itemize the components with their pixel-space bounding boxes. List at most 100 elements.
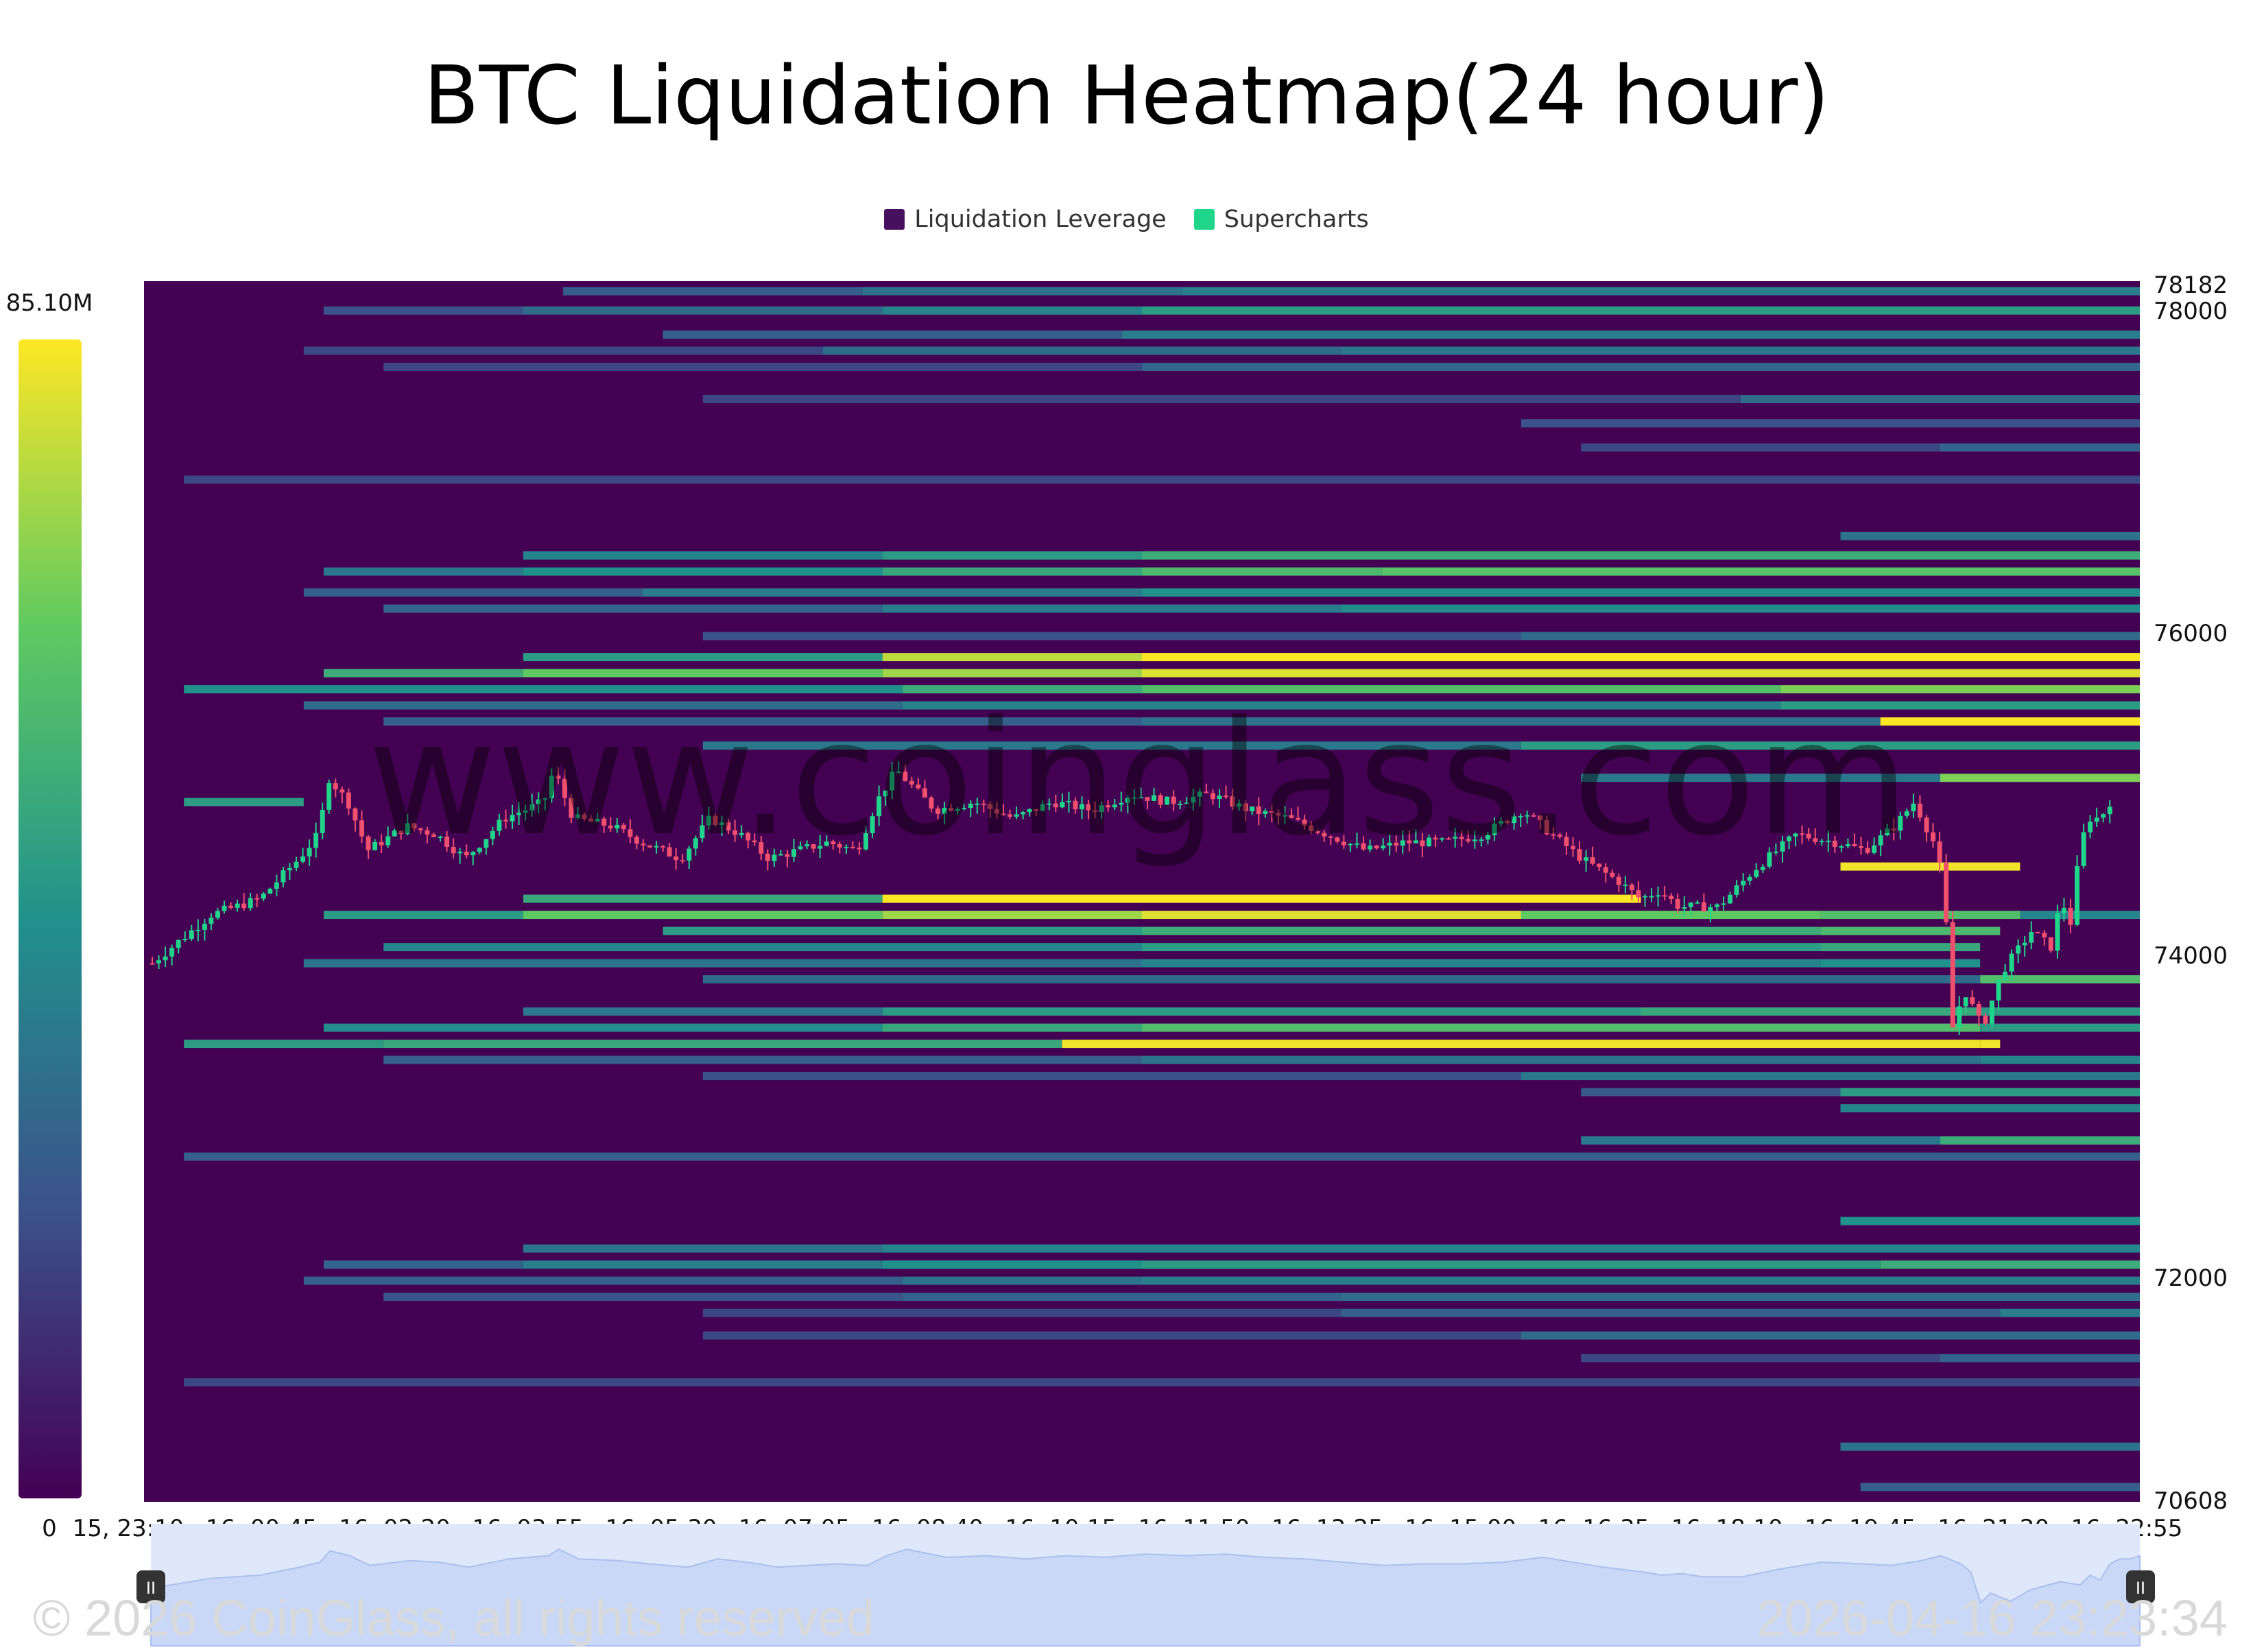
heat-band-segment: [1641, 1007, 1981, 1016]
candle-body: [791, 849, 796, 857]
candle-body: [1741, 881, 1746, 886]
candle-body: [2003, 971, 2007, 980]
heat-band-segment: [1840, 531, 2140, 540]
candle-body: [1197, 791, 1202, 797]
candle-body: [1525, 815, 1530, 817]
candle-body: [595, 818, 600, 822]
candle-body: [1852, 844, 1857, 846]
range-navigator[interactable]: II II: [136, 1524, 2155, 1647]
heat-band-segment: [383, 604, 883, 613]
candle-body: [994, 809, 999, 814]
liquidation-bands: [184, 287, 2141, 1492]
legend-swatch-supercharts: [1193, 209, 1215, 230]
candle-body: [1492, 824, 1497, 835]
candle-body: [824, 841, 829, 846]
candle-body: [1361, 843, 1366, 850]
navigator-handle-left[interactable]: II: [136, 1570, 165, 1603]
legend-item-supercharts[interactable]: Supercharts: [1193, 206, 1369, 233]
price-candles: [150, 761, 2112, 1036]
candle-body: [1472, 839, 1477, 841]
candle-body: [1996, 979, 2001, 1001]
candle-body: [457, 851, 463, 854]
candle-body: [300, 856, 306, 862]
y-tick-label: 72000: [2154, 1265, 2228, 1292]
heat-band-segment: [882, 894, 1641, 903]
candle-body: [1138, 797, 1143, 799]
candle-body: [1328, 836, 1333, 838]
candle-body: [1315, 831, 1320, 833]
candle-body: [981, 803, 986, 805]
candle-body: [2081, 832, 2086, 866]
candle-body: [1865, 848, 1870, 853]
heat-band-segment: [902, 1293, 1342, 1302]
candle-body: [1512, 816, 1517, 824]
heat-band-segment: [383, 1055, 1143, 1064]
color-scale-gradient: [19, 339, 82, 1498]
candle-body: [1885, 828, 1890, 836]
candle-body: [1335, 837, 1340, 842]
candle-body: [444, 836, 450, 847]
candle-body: [516, 813, 522, 815]
candle-body: [811, 844, 816, 849]
candle-body: [1989, 1001, 1994, 1024]
candle-body: [1296, 817, 1301, 820]
y-tick-label: 76000: [2154, 620, 2228, 647]
candle-body: [1682, 907, 1687, 909]
heat-band-segment: [882, 306, 1142, 315]
candle-body: [582, 814, 587, 819]
heat-band-segment: [383, 1040, 1062, 1049]
candle-body: [890, 771, 895, 791]
legend-item-liquidation-leverage[interactable]: Liquidation Leverage: [884, 206, 1167, 233]
candle-body: [1957, 1006, 1962, 1028]
heat-band-segment: [1521, 911, 1821, 920]
heat-band-segment: [702, 1308, 1342, 1317]
candle-body: [1970, 997, 1975, 1004]
candle-body: [248, 898, 253, 909]
navigator-area: [150, 1548, 2141, 1647]
heat-band-segment: [303, 701, 903, 710]
legend-label-supercharts: Supercharts: [1224, 206, 1369, 233]
candle-body: [935, 809, 940, 814]
candle-body: [1211, 793, 1215, 800]
candle-body: [1355, 843, 1359, 845]
candle-body: [294, 861, 299, 868]
candle-body: [1073, 800, 1078, 810]
candle-body: [831, 841, 836, 844]
candle-body: [1446, 838, 1451, 840]
candle-body: [1662, 895, 1667, 897]
candle-body: [883, 790, 888, 797]
navigator-handle-right[interactable]: II: [2126, 1570, 2155, 1603]
heat-band-segment: [1142, 551, 2140, 560]
candle-body: [1132, 797, 1137, 799]
candle-body: [549, 776, 554, 799]
candle-body: [150, 963, 155, 965]
plot-area[interactable]: www.coinglass.com: [144, 281, 2141, 1502]
candle-body: [1872, 845, 1877, 853]
heat-band-segment: [643, 588, 1142, 597]
candle-body: [1348, 843, 1353, 846]
heat-band-segment: [1342, 604, 2140, 613]
heat-band-segment: [1521, 419, 2140, 428]
candle-body: [451, 847, 456, 854]
heat-band-segment: [184, 798, 304, 806]
heat-band-segment: [2000, 1308, 2140, 1317]
heat-band-segment: [882, 653, 1142, 662]
candle-body: [870, 816, 875, 833]
candle-body: [1603, 867, 1608, 873]
candle-body: [1773, 851, 1778, 853]
heat-band-segment: [1142, 717, 1881, 726]
candle-body: [307, 848, 312, 857]
heat-band-segment: [1581, 1354, 1940, 1363]
heat-band-segment: [882, 1007, 1641, 1016]
candle-body: [222, 905, 227, 911]
candle-body: [2107, 806, 2112, 815]
candle-body: [254, 898, 260, 900]
heat-band-segment: [523, 1007, 883, 1016]
candle-body: [1178, 804, 1183, 805]
candle-body: [1747, 876, 1752, 881]
candle-body: [503, 819, 508, 822]
candle-body: [1649, 896, 1654, 898]
heat-band-segment: [1142, 911, 1521, 920]
candle-body: [1145, 797, 1150, 801]
candle-body: [412, 823, 417, 828]
